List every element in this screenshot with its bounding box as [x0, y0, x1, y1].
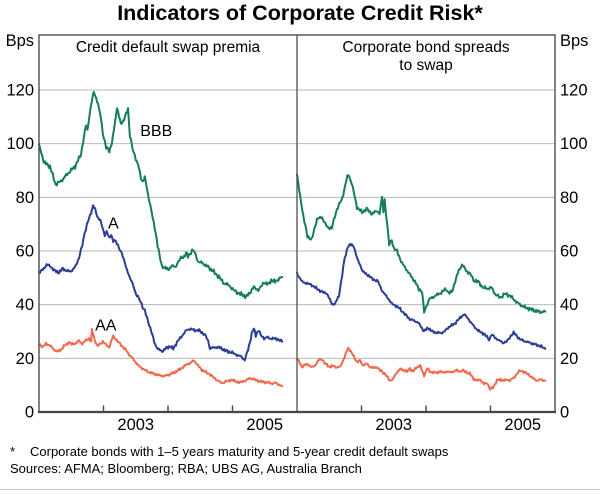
sources-line: Sources: AFMA; Bloomberg; RBA; UBS AG, A… — [10, 461, 362, 476]
panel-right-title-line2: to swap — [399, 57, 452, 74]
y-axis-unit-left: Bps — [6, 32, 34, 50]
frame-layer — [38, 34, 556, 414]
series-line-aa-left — [38, 327, 284, 388]
y-tick-label-right: 20 — [560, 350, 578, 368]
y-tick-label-right: 40 — [560, 296, 578, 314]
footnote-text: Corporate bonds with 1–5 years maturity … — [30, 444, 449, 459]
series-line-bbb-right — [296, 173, 547, 314]
x-year-label: 2003 — [117, 416, 154, 434]
y-tick-label-left: 100 — [6, 135, 34, 153]
y-tick-label-right: 100 — [560, 135, 588, 153]
y-tick-label-right: 120 — [560, 82, 588, 100]
series-label-a: A — [108, 215, 119, 232]
y-tick-label-left: 80 — [16, 189, 34, 207]
bottom-rule — [0, 489, 600, 490]
y-tick-label-left: 60 — [16, 243, 34, 261]
y-tick-label-left: 40 — [16, 296, 34, 314]
x-year-label: 2003 — [375, 416, 412, 434]
footnote: * Corporate bonds with 1–5 years maturit… — [10, 444, 596, 459]
series-line-bbb-left — [38, 90, 284, 300]
chart-title: Indicators of Corporate Credit Risk* — [117, 1, 483, 25]
panel-right-title-line1: Corporate bond spreads — [342, 39, 509, 56]
x-year-label: 2005 — [504, 416, 541, 434]
y-tick-label-left: 0 — [25, 404, 34, 422]
y-tick-label-left: 120 — [6, 82, 34, 100]
series-line-aa-right — [296, 347, 547, 391]
y-tick-label-right: 80 — [560, 189, 578, 207]
series-label-bbb: BBB — [140, 123, 172, 140]
panel-left-title: Credit default swap premia — [76, 39, 261, 56]
axis-labels-layer: 0 0 20 20 40 40 60 60 80 80 100 100 120 120 2003 2005 20… — [6, 82, 587, 435]
series-line-a-left — [38, 204, 284, 362]
series-label-aa: AA — [95, 317, 117, 334]
y-tick-label-right: 0 — [560, 404, 569, 422]
y-axis-unit-right: Bps — [560, 32, 588, 50]
footnote-marker: * — [10, 444, 16, 459]
x-year-label: 2005 — [246, 416, 283, 434]
series-line-a-right — [296, 243, 547, 350]
y-tick-label-left: 20 — [16, 350, 34, 368]
y-tick-label-right: 60 — [560, 243, 578, 261]
